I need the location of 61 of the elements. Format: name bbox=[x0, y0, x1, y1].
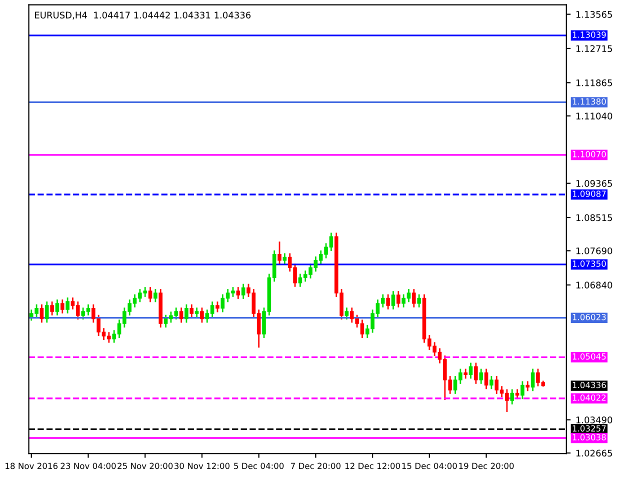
candlestick bbox=[184, 304, 188, 323]
candlestick bbox=[148, 287, 152, 302]
x-tick-label: 5 Dec 04:00 bbox=[234, 462, 284, 470]
candlestick bbox=[44, 302, 49, 323]
candlestick bbox=[66, 298, 70, 314]
text: 1.04336 bbox=[572, 382, 606, 388]
y-tick-label: 1.11865 bbox=[576, 79, 612, 86]
x-tick-label: 7 Dec 20:00 bbox=[291, 462, 341, 470]
candlestick bbox=[40, 304, 44, 323]
y-tick-label: 1.02665 bbox=[576, 450, 612, 457]
y-tick-label: 1.11040 bbox=[576, 112, 612, 120]
candlestick bbox=[490, 376, 494, 390]
ref-line-label: 1.09087 bbox=[572, 190, 606, 197]
x-tick-label: 25 Nov 20:00 bbox=[118, 462, 173, 470]
ref-line-label: 1.10070 bbox=[572, 151, 606, 158]
text: EURUSD,H4 1.04417 1.04442 1.04331 1.04336 bbox=[35, 12, 251, 20]
ref-line-label: 1.04022 bbox=[572, 394, 606, 401]
candlestick bbox=[520, 381, 524, 400]
candlestick bbox=[412, 289, 416, 308]
y-tick-label: 1.09365 bbox=[576, 180, 612, 187]
x-tick-label: 30 Nov 12:00 bbox=[174, 462, 230, 470]
candlestick bbox=[386, 294, 390, 310]
candlestick bbox=[484, 368, 488, 390]
y-tick-label: 1.12715 bbox=[576, 45, 612, 52]
ref-line-label: 1.05045 bbox=[572, 353, 606, 360]
x-tick-label: 19 Dec 20:00 bbox=[459, 462, 514, 470]
ref-line-label: 1.03038 bbox=[572, 434, 606, 440]
candlestick bbox=[479, 368, 484, 384]
x-tick-label: 12 Dec 12:00 bbox=[345, 462, 400, 470]
x-tick-label: 18 Nov 2016 bbox=[6, 462, 58, 470]
candlestick bbox=[55, 300, 60, 316]
ref-line-label: 1.07350 bbox=[572, 260, 606, 267]
y-tick-label: 1.06840 bbox=[576, 282, 612, 289]
candlestick bbox=[417, 294, 421, 308]
candlestick bbox=[216, 302, 220, 312]
ref-line-label: 1.06023 bbox=[572, 314, 606, 320]
y-tick-label: 1.13565 bbox=[576, 10, 612, 18]
candlestick bbox=[236, 287, 240, 299]
candlestick bbox=[344, 308, 349, 320]
x-tick-label: 15 Dec 04:00 bbox=[402, 462, 457, 470]
ref-line-label: 1.11380 bbox=[572, 98, 606, 105]
candlestick bbox=[510, 389, 514, 404]
candlestick bbox=[154, 289, 158, 302]
ref-line-label: 1.03257 bbox=[572, 425, 606, 432]
candlestick bbox=[391, 291, 396, 310]
candlestick bbox=[474, 362, 478, 384]
candlestick bbox=[50, 302, 54, 316]
candlestick bbox=[200, 308, 204, 323]
x-tick-label: 23 Nov 04:00 bbox=[60, 462, 116, 470]
y-tick-label: 1.03490 bbox=[576, 416, 612, 424]
candlestick bbox=[241, 284, 246, 299]
candlestick bbox=[60, 300, 64, 314]
candlestick bbox=[278, 242, 282, 264]
candlestick bbox=[179, 308, 184, 323]
y-tick-label: 1.07690 bbox=[576, 247, 612, 254]
y-tick-label: 1.08515 bbox=[576, 214, 612, 222]
ref-line-label: 1.13039 bbox=[572, 32, 606, 38]
candlestick bbox=[468, 362, 473, 379]
candlestick bbox=[396, 291, 400, 308]
candlestick bbox=[530, 368, 535, 392]
candlestick bbox=[190, 304, 194, 318]
